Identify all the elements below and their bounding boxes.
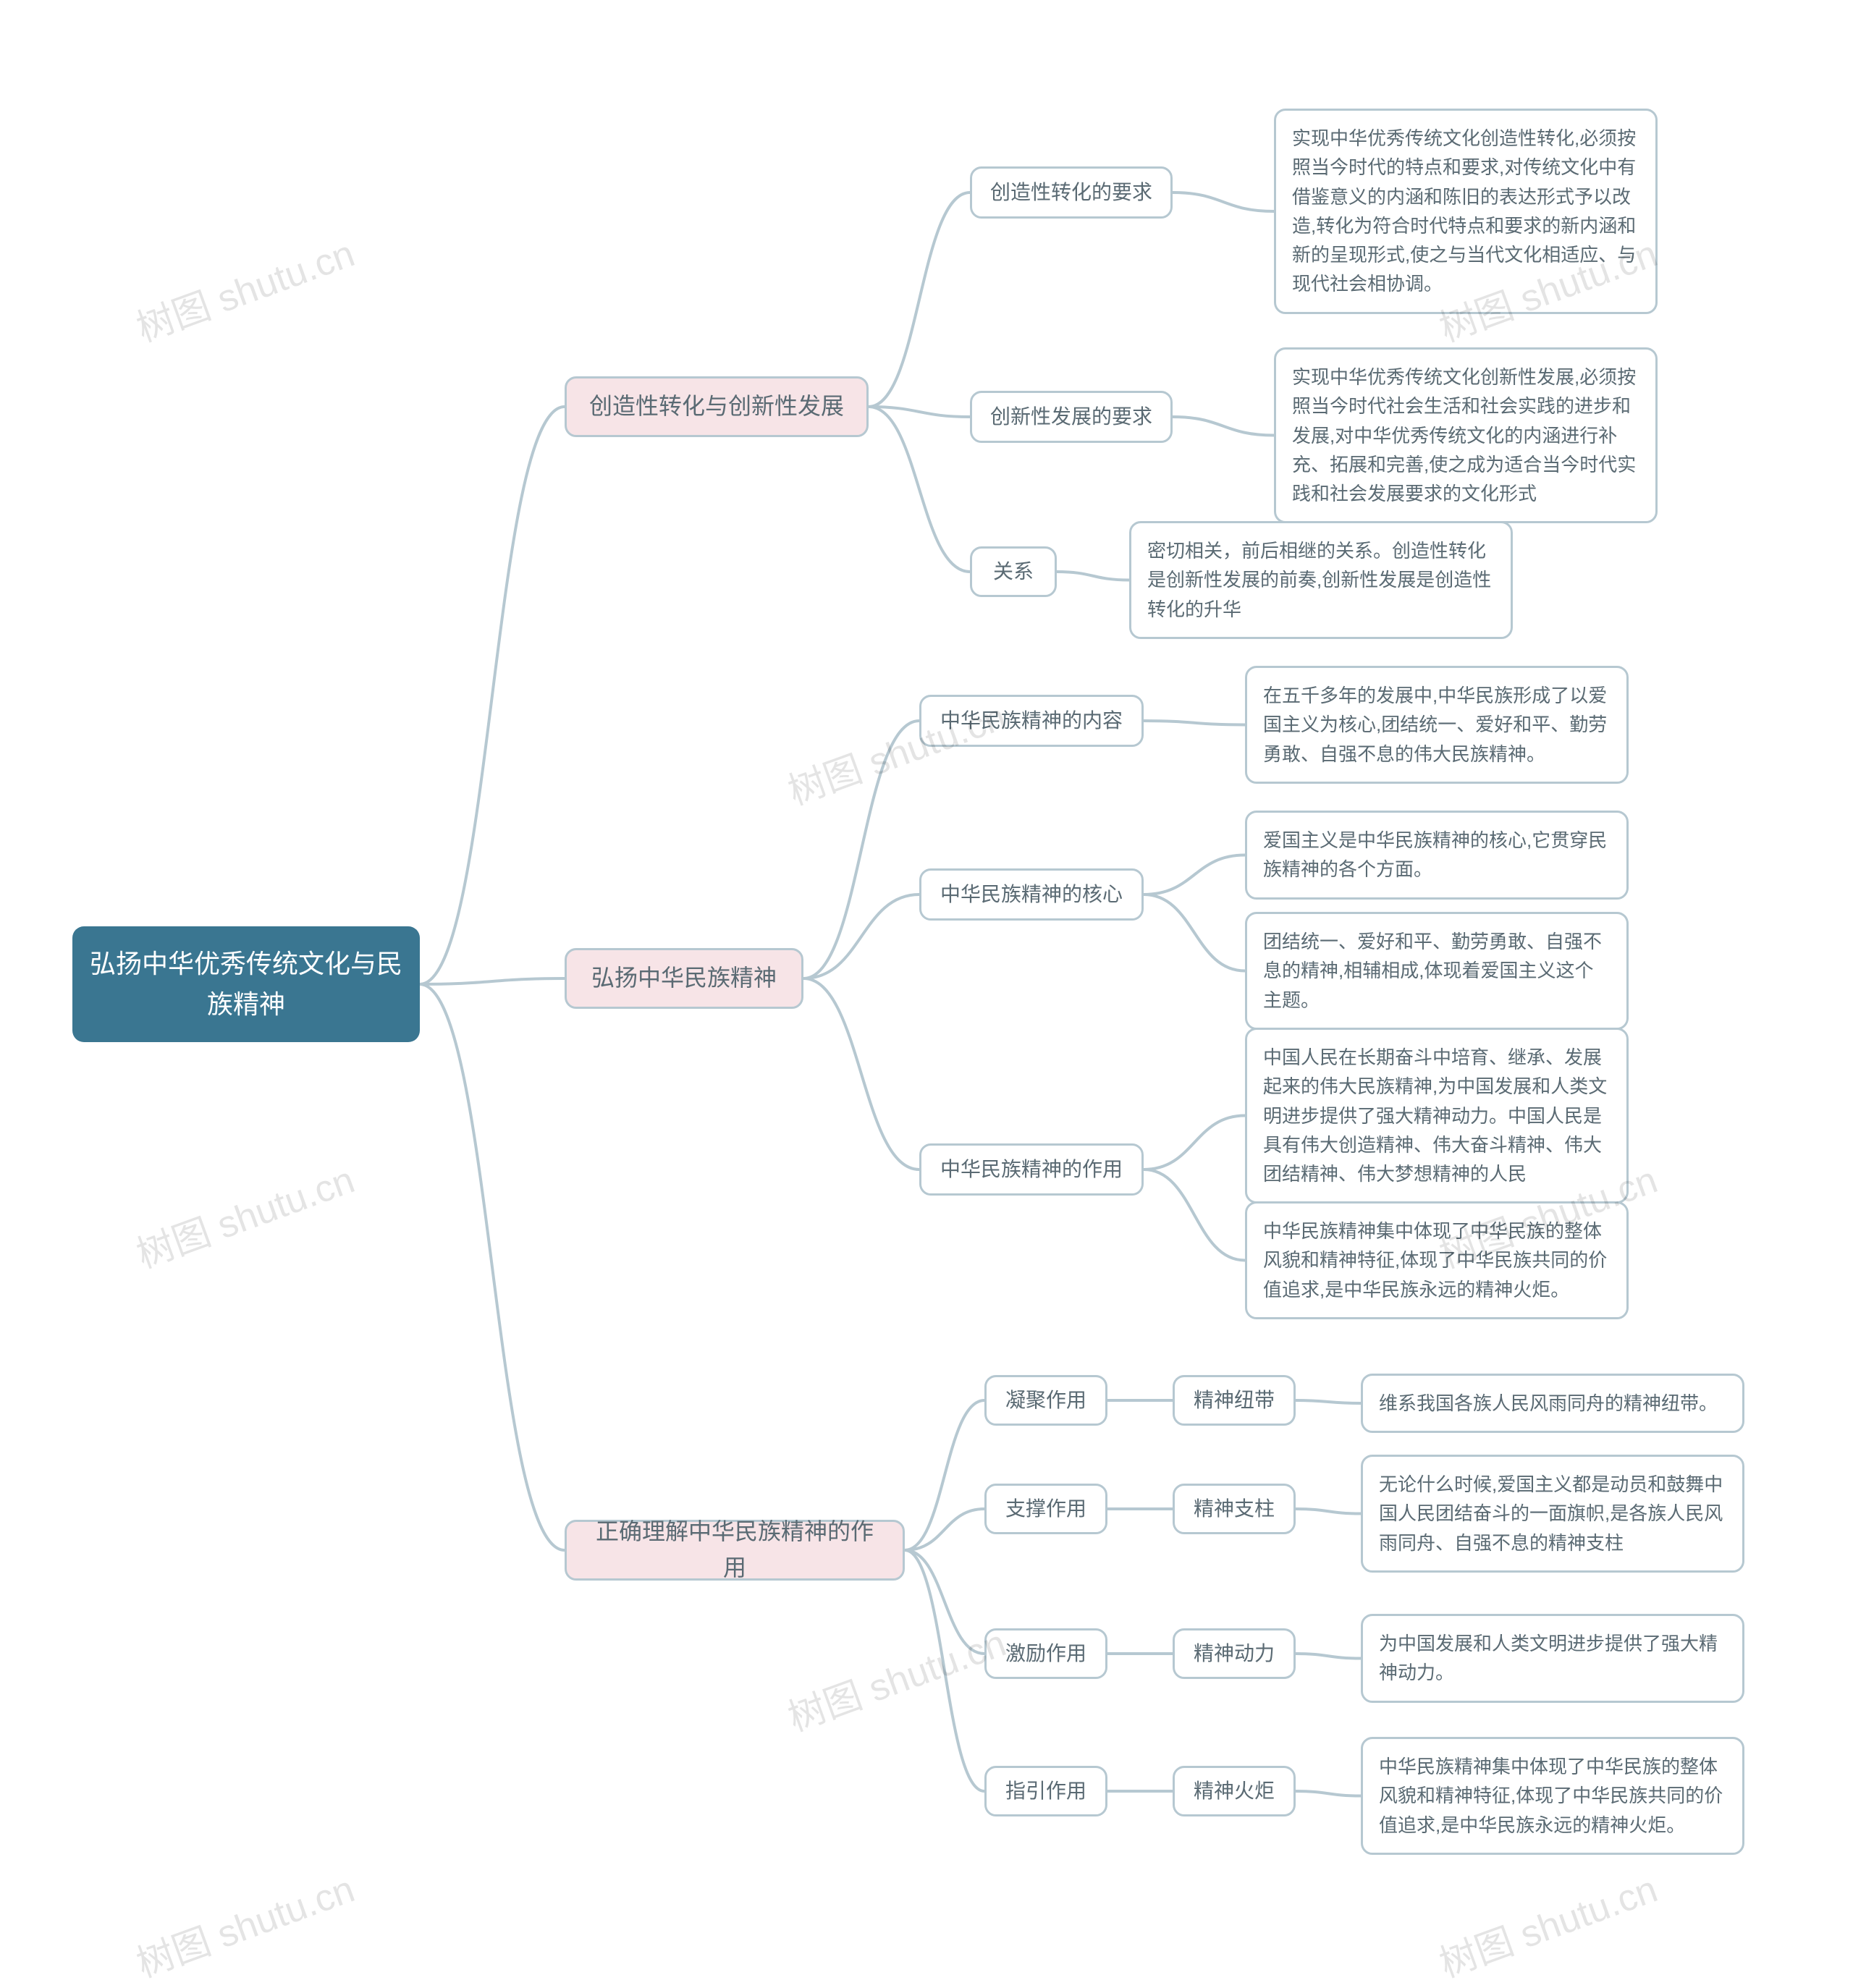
edge-b1-s1c (869, 407, 970, 572)
node-s3d: 指引作用 (984, 1766, 1107, 1816)
edge-t3b-l3b (1296, 1509, 1361, 1514)
node-s1c: 关系 (970, 546, 1057, 597)
edge-t3d-l3d (1296, 1791, 1361, 1796)
node-s2a: 中华民族精神的内容 (919, 695, 1144, 747)
node-l1b: 实现中华优秀传统文化创新性发展,必须按照当今时代社会生活和社会实践的进步和发展,… (1274, 347, 1658, 523)
edge-s2c-l2c1 (1144, 1116, 1245, 1170)
edge-s1a-l1a (1173, 193, 1274, 211)
node-l3a: 维系我国各族人民风雨同舟的精神纽带。 (1361, 1374, 1744, 1433)
edge-b2-s2c (803, 978, 919, 1169)
node-l2c2: 中华民族精神集中体现了中华民族的整体风貌和精神特征,体现了中华民族共同的价值追求… (1245, 1201, 1629, 1319)
edge-b2-s2b (803, 894, 919, 978)
node-t3c: 精神动力 (1173, 1628, 1296, 1679)
node-root: 弘扬中华优秀传统文化与民族精神 (72, 926, 420, 1042)
node-s3b: 支撑作用 (984, 1484, 1107, 1534)
node-s2b: 中华民族精神的核心 (919, 868, 1144, 921)
edge-root-b1 (420, 407, 565, 984)
node-l1c: 密切相关，前后相继的关系。创造性转化是创新性发展的前奏,创新性发展是创造性转化的… (1129, 521, 1513, 639)
node-l3d: 中华民族精神集中体现了中华民族的整体风貌和精神特征,体现了中华民族共同的价值追求… (1361, 1737, 1744, 1855)
node-l2b2: 团结统一、爱好和平、勤劳勇敢、自强不息的精神,相辅相成,体现着爱国主义这个主题。 (1245, 912, 1629, 1030)
edge-b3-s3d (905, 1550, 984, 1791)
node-t3d: 精神火炬 (1173, 1766, 1296, 1816)
node-l1a: 实现中华优秀传统文化创造性转化,必须按照当今时代的特点和要求,对传统文化中有借鉴… (1274, 109, 1658, 314)
edge-s2a-l2a (1144, 721, 1245, 725)
node-l2c1: 中国人民在长期奋斗中培育、继承、发展起来的伟大民族精神,为中国发展和人类文明进步… (1245, 1028, 1629, 1204)
edge-t3c-l3c (1296, 1654, 1361, 1659)
node-t3a: 精神纽带 (1173, 1375, 1296, 1426)
node-l3c: 为中国发展和人类文明进步提供了强大精神动力。 (1361, 1614, 1744, 1703)
node-b2: 弘扬中华民族精神 (565, 948, 803, 1009)
node-s1a: 创造性转化的要求 (970, 166, 1173, 219)
edge-b1-s1a (869, 193, 970, 407)
node-b1: 创造性转化与创新性发展 (565, 376, 869, 437)
edge-s2c-l2c2 (1144, 1169, 1245, 1261)
node-l2b1: 爱国主义是中华民族精神的核心,它贯穿民族精神的各个方面。 (1245, 811, 1629, 900)
edge-root-b3 (420, 984, 565, 1550)
edge-s2b-l2b2 (1144, 894, 1245, 971)
node-s3a: 凝聚作用 (984, 1375, 1107, 1426)
edge-s1b-l1b (1173, 417, 1274, 436)
node-s1b: 创新性发展的要求 (970, 391, 1173, 443)
node-s3c: 激励作用 (984, 1628, 1107, 1679)
node-s2c: 中华民族精神的作用 (919, 1143, 1144, 1196)
edge-s2b-l2b1 (1144, 855, 1245, 895)
node-l3b: 无论什么时候,爱国主义都是动员和鼓舞中国人民团结奋斗的一面旗帜,是各族人民风雨同… (1361, 1455, 1744, 1573)
edge-b3-s3c (905, 1550, 984, 1654)
node-b3: 正确理解中华民族精神的作用 (565, 1520, 905, 1581)
edge-s1c-l1c (1057, 572, 1129, 580)
edge-b2-s2a (803, 721, 919, 978)
edge-t3a-l3a (1296, 1400, 1361, 1403)
node-l2a: 在五千多年的发展中,中华民族形成了以爱国主义为核心,团结统一、爱好和平、勤劳勇敢… (1245, 666, 1629, 784)
edge-root-b2 (420, 978, 565, 984)
node-t3b: 精神支柱 (1173, 1484, 1296, 1534)
